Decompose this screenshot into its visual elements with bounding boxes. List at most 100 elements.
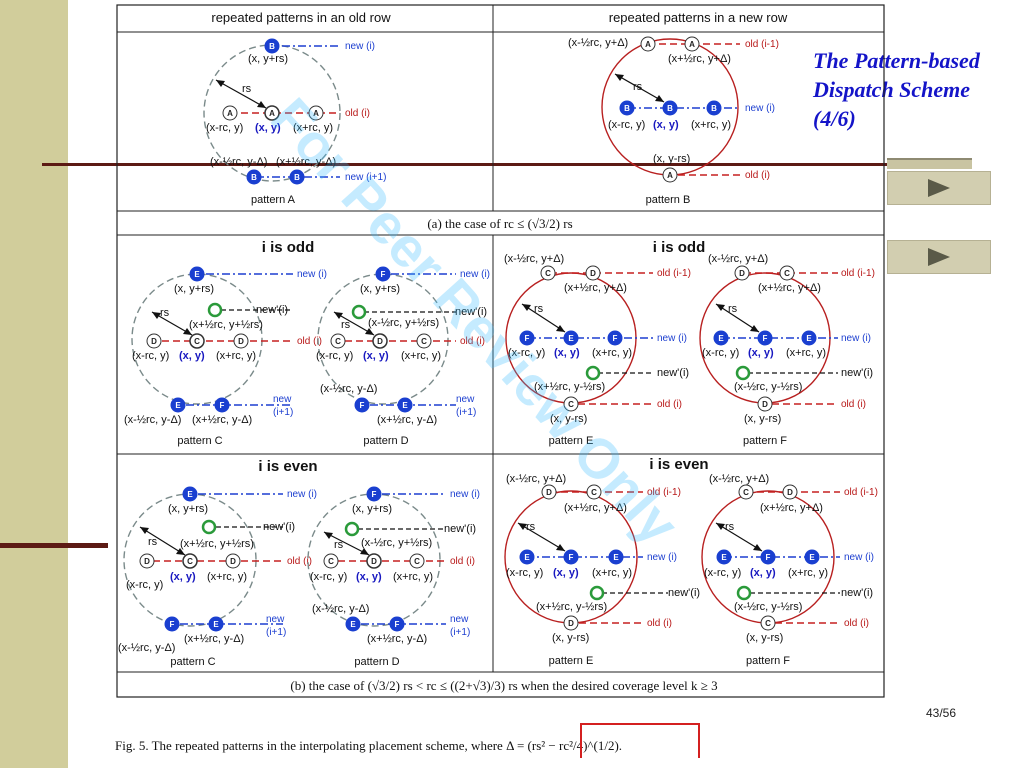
svg-text:(x-½rc, y-½rs): (x-½rc, y-½rs): [734, 601, 802, 613]
svg-text:(x+rc, y): (x+rc, y): [786, 347, 826, 359]
svg-text:(x+rc, y): (x+rc, y): [207, 571, 247, 583]
svg-text:pattern A: pattern A: [251, 194, 296, 206]
svg-text:D: D: [568, 619, 574, 628]
svg-text:C: C: [591, 488, 597, 497]
svg-text:rs: rs: [242, 83, 252, 95]
page-number: 43/56: [926, 706, 957, 720]
svg-text:A: A: [667, 171, 673, 180]
svg-text:(x+½rc, y+Δ): (x+½rc, y+Δ): [760, 502, 823, 514]
svg-text:old (i): old (i): [841, 399, 866, 410]
svg-text:D: D: [151, 337, 157, 346]
svg-text:new (i+1): new (i+1): [345, 172, 386, 183]
svg-text:C: C: [568, 400, 574, 409]
slide-title-line: The Pattern-based: [813, 48, 980, 73]
svg-text:new (i): new (i): [460, 269, 490, 280]
svg-text:F: F: [381, 270, 386, 279]
svg-text:D: D: [590, 269, 596, 278]
svg-text:(x+½rc, y-Δ): (x+½rc, y-Δ): [367, 633, 427, 645]
left-decorative-band: [0, 0, 68, 768]
svg-text:(x, y-rs): (x, y-rs): [744, 413, 781, 425]
figure-caption: Fig. 5. The repeated patterns in the int…: [115, 738, 622, 753]
svg-text:old (i): old (i): [297, 336, 322, 347]
svg-text:(i+1): (i+1): [273, 407, 293, 418]
svg-text:pattern F: pattern F: [743, 435, 787, 447]
svg-text:old (i-1): old (i-1): [657, 268, 691, 279]
svg-text:new: new: [456, 394, 475, 405]
svg-text:(x, y): (x, y): [170, 571, 196, 583]
svg-text:E: E: [806, 334, 812, 343]
svg-text:D: D: [762, 400, 768, 409]
svg-text:pattern B: pattern B: [646, 194, 691, 206]
slide-title: The Pattern-based Dispatch Scheme (4/6): [813, 46, 1018, 133]
svg-text:(i+1): (i+1): [456, 407, 476, 418]
svg-text:(x+½rc, y-½rs): (x+½rc, y-½rs): [536, 601, 607, 613]
svg-text:old (i): old (i): [647, 618, 672, 629]
svg-text:B: B: [269, 42, 275, 51]
svg-text:(x-rc, y): (x-rc, y): [704, 567, 741, 579]
svg-text:D: D: [377, 337, 383, 346]
odd-label-left: i is odd: [262, 239, 315, 256]
svg-text:F: F: [372, 490, 377, 499]
svg-text:(x+½rc, y+Δ): (x+½rc, y+Δ): [758, 282, 821, 294]
svg-text:(x-rc, y): (x-rc, y): [608, 119, 645, 131]
watermark: For Peer Review Only: [259, 86, 691, 556]
svg-text:new (i): new (i): [297, 269, 327, 280]
svg-text:E: E: [175, 401, 181, 410]
svg-text:E: E: [809, 553, 815, 562]
svg-text:(x+rc, y): (x+rc, y): [293, 122, 333, 134]
svg-text:(x, y): (x, y): [748, 347, 774, 359]
svg-text:(x-rc, y): (x-rc, y): [506, 567, 543, 579]
slide-title-line: (4/6): [813, 106, 856, 131]
svg-text:(x-½rc, y-Δ): (x-½rc, y-Δ): [210, 156, 267, 168]
svg-text:A: A: [313, 109, 319, 118]
svg-text:new (i): new (i): [745, 103, 775, 114]
svg-text:E: E: [402, 401, 408, 410]
svg-text:new'(i): new'(i): [263, 521, 295, 533]
decorative-strip: [887, 158, 972, 169]
svg-text:old (i): old (i): [450, 556, 475, 567]
svg-text:E: E: [721, 553, 727, 562]
svg-text:(x-½rc, y+Δ): (x-½rc, y+Δ): [568, 37, 628, 49]
svg-text:old (i): old (i): [844, 618, 869, 629]
svg-text:B: B: [667, 104, 673, 113]
svg-text:(x-½rc, y+½rs): (x-½rc, y+½rs): [361, 537, 432, 549]
svg-text:(x-½rc, y-Δ): (x-½rc, y-Δ): [118, 642, 175, 654]
svg-text:(x+½rc, y+Δ): (x+½rc, y+Δ): [564, 502, 627, 514]
svg-text:(x+½rc, y+Δ): (x+½rc, y+Δ): [564, 282, 627, 294]
svg-text:rs: rs: [334, 539, 344, 551]
pattern-f-odd-diagram: D C E F E D old (i-1) new (i) new'(i) ol…: [699, 253, 875, 447]
svg-text:(i+1): (i+1): [450, 627, 470, 638]
svg-text:E: E: [194, 270, 200, 279]
svg-text:D: D: [238, 337, 244, 346]
svg-text:(x-rc, y): (x-rc, y): [132, 350, 169, 362]
svg-text:(x-rc, y): (x-rc, y): [310, 571, 347, 583]
svg-text:(x-½rc, y-Δ): (x-½rc, y-Δ): [124, 414, 181, 426]
svg-text:(x, y+rs): (x, y+rs): [168, 503, 208, 515]
svg-text:F: F: [170, 620, 175, 629]
svg-text:B: B: [711, 104, 717, 113]
svg-text:old (i-1): old (i-1): [844, 487, 878, 498]
svg-text:F: F: [763, 334, 768, 343]
last-slide-button[interactable]: [887, 240, 991, 274]
svg-text:E: E: [613, 553, 619, 562]
next-slide-button[interactable]: [887, 171, 991, 205]
svg-text:D: D: [144, 557, 150, 566]
svg-text:(x, y-rs): (x, y-rs): [746, 632, 783, 644]
svg-text:new (i): new (i): [647, 552, 677, 563]
svg-text:(x, y+rs): (x, y+rs): [352, 503, 392, 515]
svg-text:(x, y-rs): (x, y-rs): [653, 153, 690, 165]
svg-text:new'(i): new'(i): [256, 304, 288, 316]
svg-text:F: F: [525, 334, 530, 343]
svg-text:C: C: [414, 557, 420, 566]
svg-text:(x-rc, y): (x-rc, y): [508, 347, 545, 359]
svg-text:A: A: [227, 109, 233, 118]
pattern-d-even-diagram: F C D C E F new (i) new'(i) old (i) new …: [307, 486, 480, 668]
figure-table: [116, 4, 885, 698]
header-new-row: repeated patterns in a new row: [609, 10, 788, 25]
svg-text:C: C: [765, 619, 771, 628]
svg-text:new (i): new (i): [844, 552, 874, 563]
svg-text:old (i): old (i): [345, 108, 370, 119]
svg-text:F: F: [395, 620, 400, 629]
pattern-c-even-diagram: E D C D F E new (i) new'(i) old (i) new …: [118, 486, 317, 668]
svg-text:F: F: [766, 553, 771, 562]
